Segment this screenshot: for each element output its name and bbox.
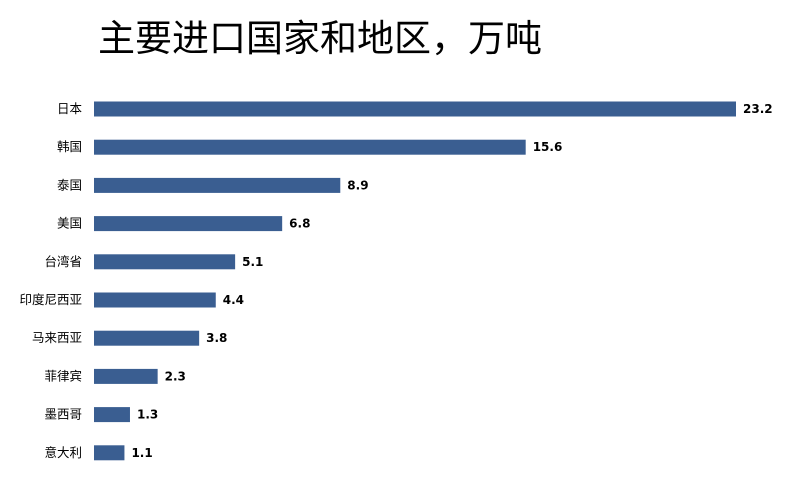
bar <box>94 139 526 155</box>
category-label: 泰国 <box>57 177 82 192</box>
value-label: 2.3 <box>165 369 186 383</box>
category-label: 台湾省 <box>44 254 82 269</box>
bar <box>94 177 341 193</box>
category-label: 墨西哥 <box>44 407 82 422</box>
value-label: 3.8 <box>206 331 227 345</box>
category-label: 日本 <box>57 101 83 116</box>
category-label: 美国 <box>57 216 82 231</box>
value-label: 1.3 <box>137 408 158 422</box>
value-label: 8.9 <box>347 178 368 192</box>
category-label: 马来西亚 <box>32 330 82 345</box>
bar <box>94 407 130 423</box>
value-label: 1.1 <box>131 446 152 460</box>
value-label: 5.1 <box>242 255 263 269</box>
value-label: 6.8 <box>289 217 310 231</box>
bar <box>94 330 200 346</box>
bar <box>94 101 736 117</box>
value-label: 23.2 <box>743 102 773 116</box>
category-label: 菲律宾 <box>44 368 82 383</box>
bar <box>94 292 216 308</box>
bar <box>94 368 158 384</box>
bar <box>94 445 125 461</box>
category-label: 印度尼西亚 <box>19 292 82 307</box>
value-label: 4.4 <box>223 293 244 307</box>
category-label: 意大利 <box>44 445 82 460</box>
value-label: 15.6 <box>533 140 563 154</box>
chart-title: 主要进口国家和地区，万吨 <box>98 17 542 60</box>
bar <box>94 254 236 270</box>
bar <box>94 216 283 232</box>
category-label: 韩国 <box>57 139 82 154</box>
